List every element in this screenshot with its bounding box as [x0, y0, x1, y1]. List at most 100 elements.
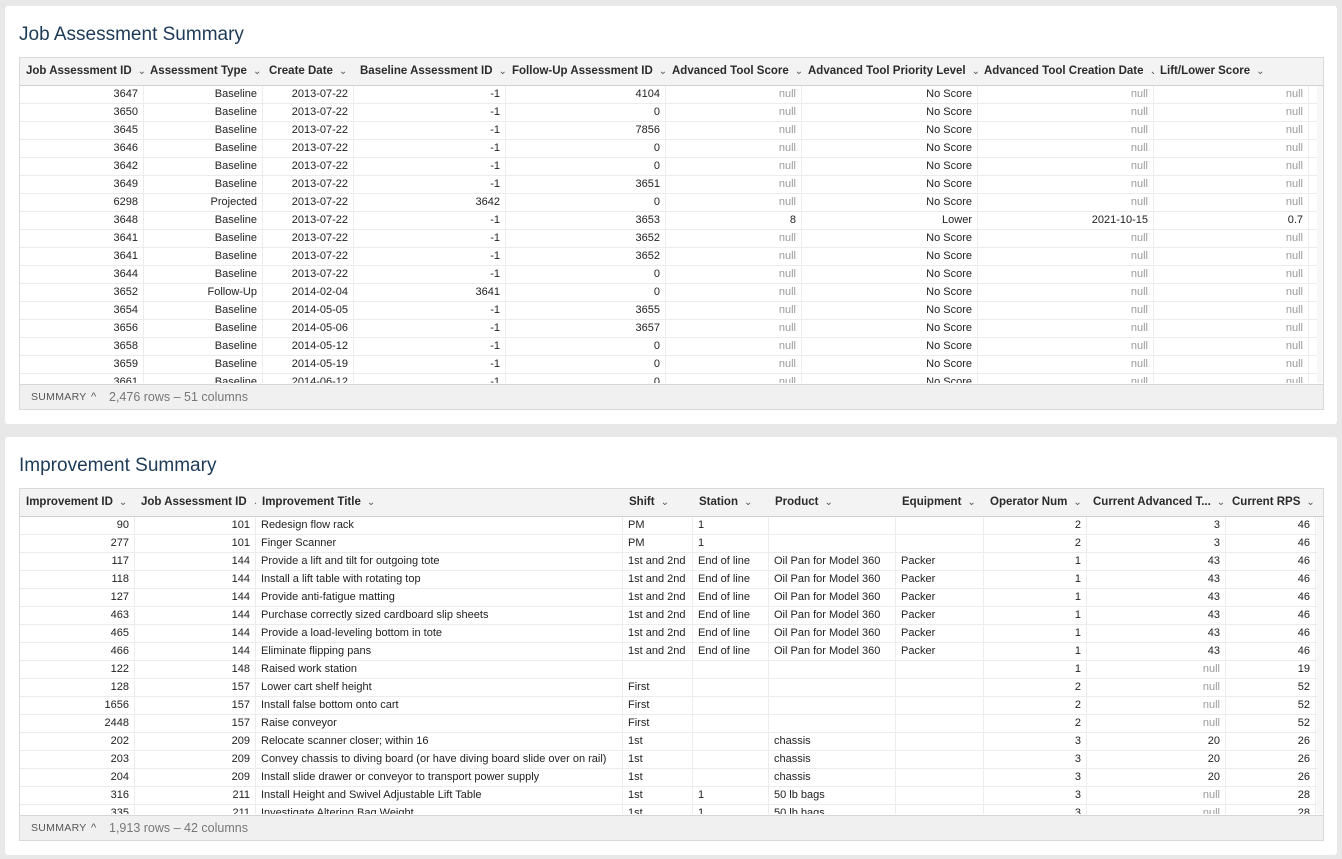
chevron-down-icon[interactable]: ⌄ — [659, 66, 666, 77]
table-cell: 1st — [623, 769, 693, 786]
column-header[interactable]: Create Date ⌄ — [263, 58, 354, 85]
table-cell: null — [666, 248, 802, 265]
table-row[interactable]: 3656 Baseline 2014-05-06 -1 3657 null No Score… — [20, 320, 1323, 338]
column-header[interactable]: Current Advanced T... ⌄ — [1087, 489, 1226, 516]
table-cell: 43 — [1087, 643, 1226, 660]
chevron-down-icon[interactable]: ⌄ — [499, 66, 506, 77]
table-row[interactable]: 3641 Baseline 2013-07-22 -1 3652 null No Score… — [20, 230, 1323, 248]
column-header[interactable]: Current RPS ⌄ — [1226, 489, 1316, 516]
chevron-down-icon[interactable]: ⌄ — [1216, 497, 1226, 508]
table-row[interactable]: 2448 157 Raise conveyor First 2 null 52 — [20, 715, 1323, 733]
column-header[interactable]: Assessment Type ⌄ — [144, 58, 263, 85]
table-row[interactable]: 465 144 Provide a load-leveling bottom in … — [20, 625, 1323, 643]
table-cell: 0 — [506, 140, 666, 157]
table-row[interactable]: 1656 157 Install false bottom onto cart Fir… — [20, 697, 1323, 715]
chevron-down-icon[interactable]: ⌄ — [366, 497, 376, 508]
column-header[interactable]: Job Assessment ID ⌄ — [135, 489, 256, 516]
table-row[interactable]: 204 209 Install slide drawer or conveyor t… — [20, 769, 1323, 787]
table-cell: 1 — [984, 661, 1087, 678]
table-row[interactable]: 122 148 Raised work station 1 null 19 — [20, 661, 1323, 679]
table-cell: null — [1087, 661, 1226, 678]
column-header[interactable]: Product ⌄ — [769, 489, 896, 516]
table-row[interactable]: 6298 Projected 2013-07-22 3642 0 null No Score… — [20, 194, 1323, 212]
table-cell: 2013-07-22 — [263, 158, 354, 175]
column-header[interactable]: Improvement Title ⌄ — [256, 489, 623, 516]
vertical-scrollbar[interactable] — [1317, 86, 1323, 383]
table-row[interactable]: 3648 Baseline 2013-07-22 -1 3653 8 Lower 2021-1… — [20, 212, 1323, 230]
table-row[interactable]: 3646 Baseline 2013-07-22 -1 0 null No Score nul… — [20, 140, 1323, 158]
table-row[interactable]: 127 144 Provide anti-fatigue matting 1st an… — [20, 589, 1323, 607]
column-header[interactable]: Lift/Lower Score ⌄ — [1154, 58, 1309, 85]
column-header[interactable]: Equipment ⌄ — [896, 489, 984, 516]
table-cell: 2013-07-22 — [263, 230, 354, 247]
column-header[interactable]: Station ⌄ — [693, 489, 769, 516]
table-row[interactable]: 277 101 Finger Scanner PM 1 2 3 46 — [20, 535, 1323, 553]
table-row[interactable]: 316 211 Install Height and Swivel Adjustab… — [20, 787, 1323, 805]
table-cell: 52 — [1226, 715, 1316, 732]
chevron-down-icon[interactable]: ⌄ — [660, 497, 669, 508]
chevron-down-icon[interactable]: ⌄ — [1256, 66, 1265, 77]
table-row[interactable]: 3642 Baseline 2013-07-22 -1 0 null No Score nul… — [20, 158, 1323, 176]
table-cell: PM — [623, 517, 693, 534]
chevron-down-icon[interactable]: ⌄ — [138, 66, 144, 77]
table-row[interactable]: 3647 Baseline 2013-07-22 -1 4104 null No Score… — [20, 86, 1323, 104]
table-cell: null — [1087, 697, 1226, 714]
chevron-up-icon[interactable]: ^ — [91, 391, 97, 403]
column-header[interactable]: Advanced Tool Priority Level ⌄ — [802, 58, 978, 85]
chevron-down-icon[interactable]: ⌄ — [252, 66, 262, 77]
column-header[interactable]: Job Assessment ID ⌄ — [20, 58, 144, 85]
table-row[interactable]: 3641 Baseline 2013-07-22 -1 3652 null No Score… — [20, 248, 1323, 266]
column-header[interactable]: Improvement ID ⌄ — [20, 489, 135, 516]
table-row[interactable]: 3645 Baseline 2013-07-22 -1 7856 null No Score… — [20, 122, 1323, 140]
column-header[interactable]: Advanced Tool Creation Date ⌄ — [978, 58, 1154, 85]
table-row[interactable]: 3652 Follow-Up 2014-02-04 3641 0 null No Score… — [20, 284, 1323, 302]
chevron-down-icon[interactable]: ⌄ — [1150, 66, 1154, 77]
column-header[interactable]: Advanced Tool Score ⌄ — [666, 58, 802, 85]
table-row[interactable]: 3658 Baseline 2014-05-12 -1 0 null No Score nul… — [20, 338, 1323, 356]
table-row[interactable]: 90 101 Redesign flow rack PM 1 2 3 46 — [20, 517, 1323, 535]
table-row[interactable]: 335 211 Investigate Altering Bag Weight 1st… — [20, 805, 1323, 814]
vertical-scrollbar[interactable] — [1317, 517, 1323, 814]
table-body: 90 101 Redesign flow rack PM 1 2 3 46 277 101 Fing… — [20, 517, 1323, 814]
chevron-down-icon[interactable]: ⌄ — [118, 497, 128, 508]
table-cell: null — [1154, 284, 1309, 301]
column-header-label: Equipment — [902, 496, 962, 508]
chevron-down-icon[interactable]: ⌄ — [795, 66, 802, 77]
table-cell: 144 — [135, 643, 256, 660]
table-row[interactable]: 466 144 Eliminate flipping pans 1st and 2nd… — [20, 643, 1323, 661]
summary-toggle-label[interactable]: SUMMARY — [31, 391, 87, 403]
table-row[interactable]: 463 144 Purchase correctly sized cardboard… — [20, 607, 1323, 625]
table-cell: No Score — [802, 248, 978, 265]
chevron-down-icon[interactable]: ⌄ — [338, 66, 348, 77]
table-row[interactable]: 118 144 Install a lift table with rotating… — [20, 571, 1323, 589]
table-row[interactable]: 117 144 Provide a lift and tilt for outgoi… — [20, 553, 1323, 571]
table-cell — [693, 769, 769, 786]
summary-toggle-label[interactable]: SUMMARY — [31, 822, 87, 834]
chevron-up-icon[interactable]: ^ — [91, 822, 97, 834]
table-row[interactable]: 3654 Baseline 2014-05-05 -1 3655 null No Score… — [20, 302, 1323, 320]
table-cell: 3661 — [20, 374, 144, 383]
table-cell: 3642 — [354, 194, 506, 211]
table-row[interactable]: 3659 Baseline 2014-05-19 -1 0 null No Score nul… — [20, 356, 1323, 374]
column-header[interactable]: Baseline Assessment ID ⌄ — [354, 58, 506, 85]
chevron-down-icon[interactable]: ⌄ — [253, 497, 256, 508]
column-header[interactable]: Operator Num ⌄ — [984, 489, 1087, 516]
chevron-down-icon[interactable]: ⌄ — [1306, 497, 1315, 508]
column-header[interactable]: Shift ⌄ — [623, 489, 693, 516]
chevron-down-icon[interactable]: ⌄ — [1073, 497, 1082, 508]
table-row[interactable]: 3644 Baseline 2013-07-22 -1 0 null No Score nul… — [20, 266, 1323, 284]
table-cell: null — [1154, 230, 1309, 247]
table-row[interactable]: 3649 Baseline 2013-07-22 -1 3651 null No Score… — [20, 176, 1323, 194]
column-header[interactable]: Follow-Up Assessment ID ⌄ — [506, 58, 666, 85]
table-row[interactable]: 3661 Baseline 2014-06-12 -1 0 null No Score nul… — [20, 374, 1323, 383]
chevron-down-icon[interactable]: ⌄ — [743, 497, 753, 508]
table-row[interactable]: 202 209 Relocate scanner closer; within 16… — [20, 733, 1323, 751]
table-row[interactable]: 3650 Baseline 2013-07-22 -1 0 null No Score nul… — [20, 104, 1323, 122]
chevron-down-icon[interactable]: ⌄ — [972, 66, 978, 77]
chevron-down-icon[interactable]: ⌄ — [824, 497, 833, 508]
table-row[interactable]: 203 209 Convey chassis to diving board (or… — [20, 751, 1323, 769]
chevron-down-icon[interactable]: ⌄ — [967, 497, 976, 508]
table-row[interactable]: 128 157 Lower cart shelf height First 2 null 5… — [20, 679, 1323, 697]
column-header-label: Baseline Assessment ID — [360, 65, 493, 77]
column-header-label: Lift/Lower Score — [1160, 65, 1251, 77]
